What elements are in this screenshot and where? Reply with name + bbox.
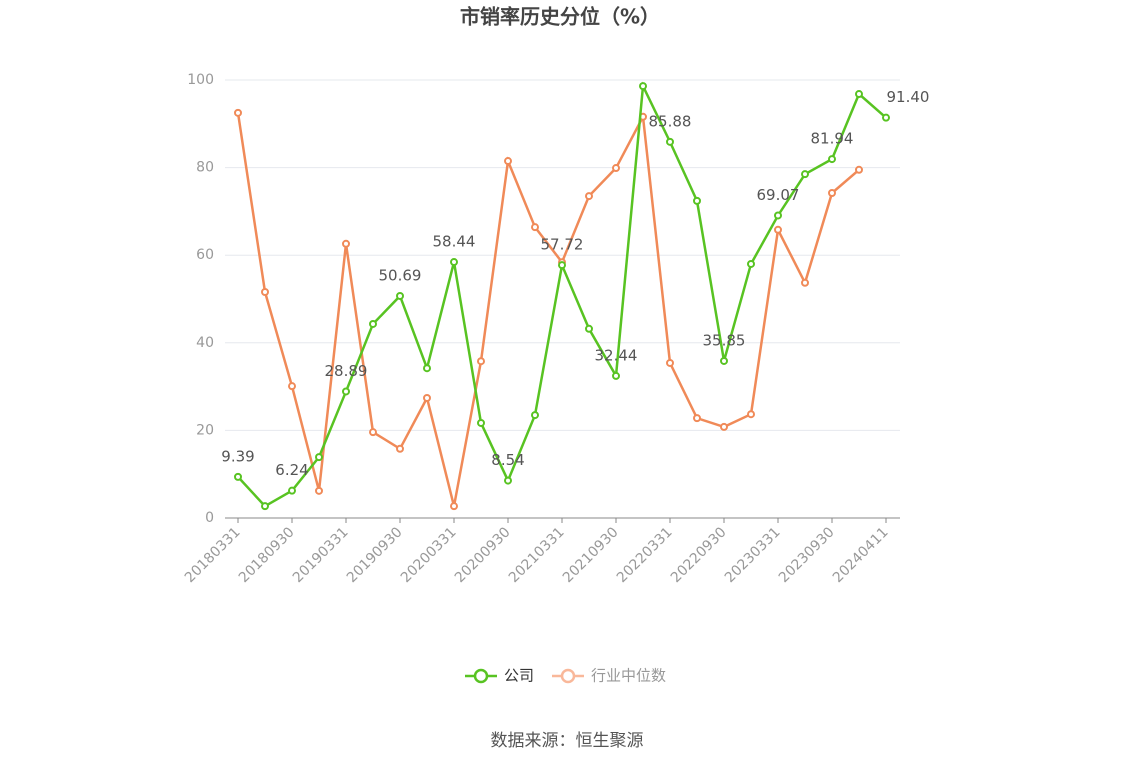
data-point — [801, 170, 809, 179]
x-tick-label: 20180331 — [182, 524, 244, 586]
data-point — [774, 211, 782, 220]
data-point — [801, 278, 809, 287]
x-tick-label: 20230930 — [776, 524, 838, 586]
y-tick-label: 40 — [196, 335, 214, 351]
data-label: 58.44 — [433, 233, 476, 251]
data-point — [342, 387, 350, 396]
data-point — [288, 382, 296, 391]
y-tick-label: 0 — [205, 510, 214, 526]
data-point — [342, 239, 350, 248]
data-point — [396, 444, 404, 453]
x-tick-label: 20230331 — [722, 524, 784, 586]
data-point — [720, 356, 728, 365]
series-line — [236, 112, 860, 507]
data-point — [747, 259, 755, 268]
data-label: 32.44 — [595, 346, 638, 364]
data-point — [369, 428, 377, 437]
data-point — [720, 422, 728, 431]
data-point — [450, 502, 458, 511]
data-point — [612, 371, 620, 380]
data-point — [585, 324, 593, 333]
data-point — [315, 453, 323, 462]
data-point — [234, 108, 242, 117]
x-tick-label: 20190930 — [344, 524, 406, 586]
series-line — [237, 81, 887, 508]
x-tick-label: 20200331 — [398, 524, 460, 586]
x-tick-label: 20210930 — [560, 524, 622, 586]
data-point — [477, 418, 485, 427]
data-point — [531, 223, 539, 232]
chart-title: 市销率历史分位（%） — [460, 5, 660, 29]
data-label: 50.69 — [379, 266, 422, 284]
data-point — [261, 502, 269, 511]
data-point — [234, 472, 242, 481]
data-point — [612, 164, 620, 173]
source: 数据来源：恒生聚源 — [491, 731, 644, 751]
data-point — [261, 287, 269, 296]
data-point — [855, 90, 863, 99]
data-label: 91.40 — [887, 88, 930, 106]
data-point — [423, 364, 431, 373]
data-point — [828, 189, 836, 198]
data-label: 35.85 — [703, 331, 746, 349]
data-point — [504, 157, 512, 166]
x-tick-label: 20220930 — [668, 524, 730, 586]
y-tick-label: 80 — [196, 160, 214, 176]
y-tick-label: 20 — [196, 422, 214, 438]
data-label: 85.88 — [649, 112, 692, 130]
data-label: 57.72 — [541, 236, 584, 254]
data-point — [855, 165, 863, 174]
legend-marker — [473, 668, 489, 684]
x-tick-label: 20190331 — [290, 524, 352, 586]
data-label: 8.54 — [491, 451, 524, 469]
data-point — [477, 357, 485, 366]
data-point — [288, 486, 296, 495]
data-label: 28.89 — [325, 362, 368, 380]
x-tick-label: 20240411 — [830, 524, 892, 586]
data-point — [639, 82, 647, 91]
data-label: 6.24 — [275, 461, 308, 479]
x-tick-label: 20220331 — [614, 524, 676, 586]
data-point — [585, 192, 593, 201]
data-point — [423, 393, 431, 402]
data-label: 9.39 — [221, 447, 254, 465]
x-tick-label: 20210331 — [506, 524, 568, 586]
data-point — [666, 137, 674, 146]
data-point — [774, 225, 782, 234]
data-point — [369, 319, 377, 328]
data-point — [666, 358, 674, 367]
x-tick-label: 20180930 — [236, 524, 298, 586]
y-tick-label: 60 — [196, 247, 214, 263]
data-label: 69.07 — [757, 186, 800, 204]
data-label: 81.94 — [811, 130, 854, 148]
legend-label: 行业中位数 — [591, 667, 666, 685]
data-point — [693, 414, 701, 423]
data-point — [315, 486, 323, 495]
x-tick-label: 20200930 — [452, 524, 514, 586]
legend-marker — [560, 668, 576, 684]
data-point — [882, 113, 890, 122]
data-point — [747, 410, 755, 419]
data-point — [693, 196, 701, 205]
data-point — [828, 155, 836, 164]
data-point — [504, 476, 512, 485]
data-point — [531, 411, 539, 420]
legend-label: 公司 — [504, 667, 534, 685]
data-point — [450, 258, 458, 267]
data-point — [396, 291, 404, 300]
data-point — [558, 261, 566, 270]
y-tick-label: 100 — [187, 72, 214, 88]
